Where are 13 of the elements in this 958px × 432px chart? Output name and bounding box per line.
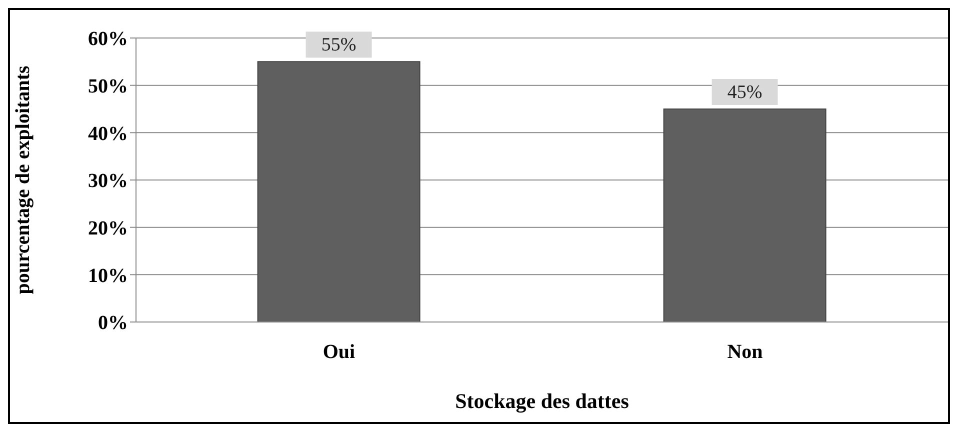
y-tick-label: 0% xyxy=(98,312,128,334)
x-axis-title: Stockage des dattes xyxy=(455,389,629,413)
y-tick-label: 20% xyxy=(88,217,128,240)
data-label: 45% xyxy=(727,82,762,103)
y-axis-title: pourcentage de exploitants xyxy=(12,66,34,294)
x-tick-label: Non xyxy=(727,341,763,364)
x-tick-label: Oui xyxy=(322,341,356,364)
y-tick-label: 40% xyxy=(88,122,128,145)
y-tick-label: 60% xyxy=(88,28,128,50)
data-label: 55% xyxy=(321,34,356,56)
y-tick-label: 50% xyxy=(88,75,128,98)
y-tick-label: 10% xyxy=(88,264,128,287)
y-tick-label: 30% xyxy=(88,170,128,192)
